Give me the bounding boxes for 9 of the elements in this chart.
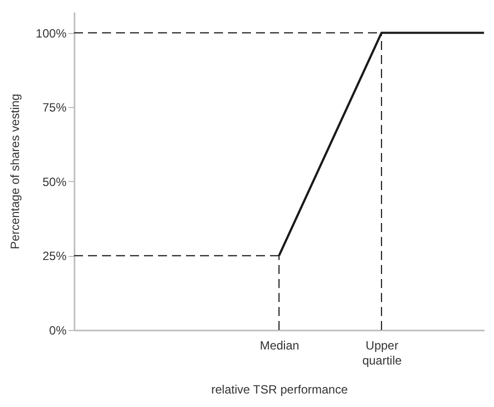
y-tick-label: 25% <box>42 249 67 264</box>
y-tick-label: 75% <box>42 100 67 115</box>
y-tick-label: 50% <box>42 174 67 189</box>
x-tick-label: Upper quartile <box>362 338 402 368</box>
y-axis-title: Percentage of shares vesting <box>8 94 22 250</box>
y-tick-label: 100% <box>36 26 67 40</box>
y-tick-label: 0% <box>49 324 67 338</box>
x-axis-title: relative TSR performance <box>211 382 348 396</box>
x-tick-label: Median <box>260 338 300 352</box>
